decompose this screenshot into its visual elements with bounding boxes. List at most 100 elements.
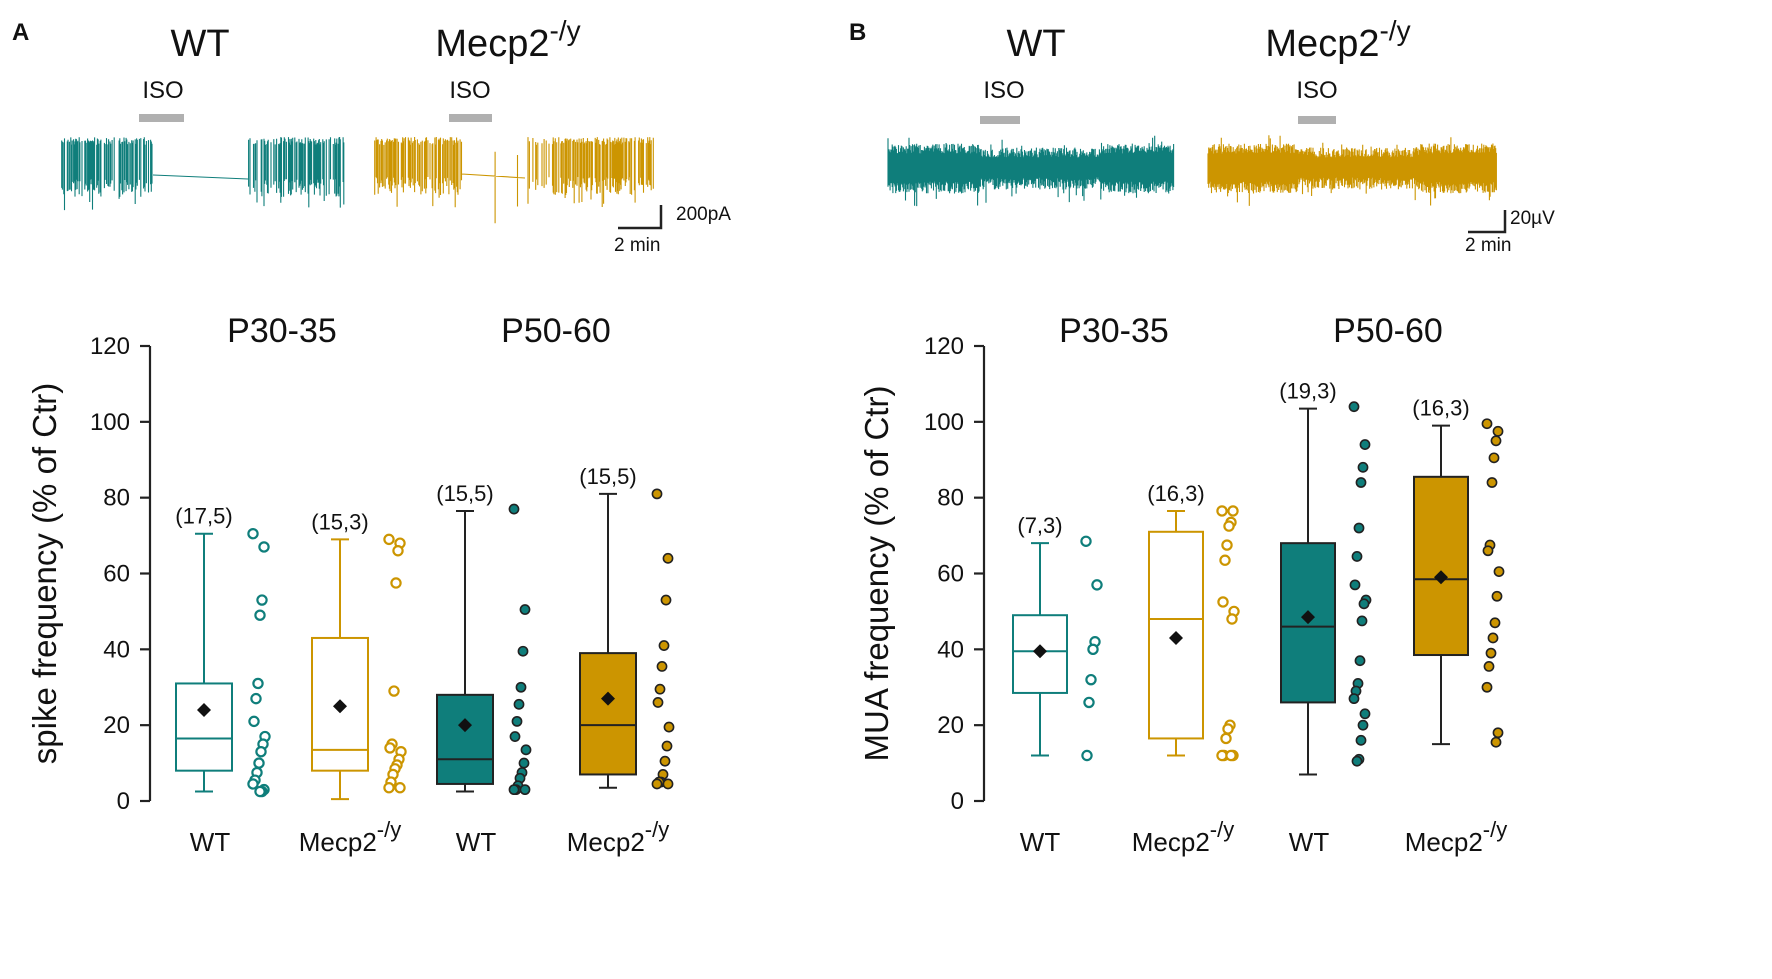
n-label: (16,3) (1412, 396, 1469, 421)
n-label: (17,5) (175, 504, 232, 529)
panel-b-scale-bar (1468, 210, 1507, 234)
data-point (1491, 590, 1503, 602)
category-main: Mecp2 (1132, 827, 1210, 857)
category-sup: -/y (1483, 817, 1507, 842)
category-main: Mecp2 (567, 827, 645, 857)
panel-a-wt-iso-bar (139, 114, 184, 122)
data-point (1492, 425, 1504, 437)
data-point (509, 731, 521, 742)
data-point (1221, 539, 1233, 551)
panel-a-category-label-4: Mecp2-/y (567, 817, 670, 857)
data-point (511, 715, 523, 727)
data-point (252, 677, 264, 690)
mean-marker (1033, 644, 1047, 659)
data-point (1351, 755, 1363, 767)
data-point (517, 645, 529, 657)
panel-a-period-1-title: P30-35 (227, 312, 337, 350)
data-point (1357, 719, 1369, 731)
category-sup: -/y (377, 817, 401, 842)
data-point (518, 757, 530, 769)
panel-a-y-tick-label: 40 (103, 636, 130, 663)
panel-b-mecp2-trace-title-sup: -/y (1379, 15, 1410, 46)
data-point (1485, 647, 1497, 659)
data-point (656, 660, 668, 672)
panel-a-scale-amplitude: 200pA (676, 204, 731, 225)
panel-b-category-label-3: WT (1289, 827, 1330, 857)
panel-b-y-tick-label: 100 (924, 409, 964, 436)
panel-b-mecp2-trace (1207, 135, 1497, 206)
data-point (663, 721, 675, 733)
panel-b-y-tick-label: 80 (937, 485, 964, 512)
data-point (508, 784, 520, 796)
panel-a-scale-time: 2 min (614, 235, 660, 256)
data-point (388, 685, 400, 697)
data-point (1482, 545, 1494, 557)
panel-b-y-tick-label: 120 (924, 333, 964, 360)
panel-b-category-label-1: WT (1020, 827, 1061, 857)
panel-a-y-tick-label: 80 (103, 485, 130, 512)
data-point (1348, 401, 1360, 413)
panel-a-wt-iso-label: ISO (142, 77, 183, 104)
data-point (1481, 418, 1493, 430)
data-point (1220, 732, 1232, 745)
mean-marker (197, 703, 211, 717)
data-point (1216, 505, 1228, 517)
data-point (1222, 723, 1234, 735)
data-point (1227, 505, 1239, 517)
panel-b-y-tick-label: 0 (951, 788, 964, 815)
category-main: WT (456, 827, 497, 857)
panel-a-mecp2-iso-label: ISO (449, 77, 490, 104)
panel-a-wt-trace-title: WT (170, 23, 229, 65)
data-point (1483, 660, 1495, 672)
data-point (383, 533, 395, 546)
mean-marker (1434, 570, 1448, 585)
panel-a-series-1: (17,5) (175, 504, 271, 798)
data-point (1085, 673, 1097, 686)
data-point (1083, 696, 1095, 709)
panel-b-category-label-4: Mecp2-/y (1405, 817, 1508, 857)
box-iqr (1280, 542, 1336, 704)
panel-b-wt-trace-signal (887, 135, 1175, 207)
data-point (1357, 461, 1369, 473)
panel-b-wt-trace (887, 135, 1175, 207)
panel-b-period-1-title: P30-35 (1059, 312, 1169, 350)
n-label: (15,5) (579, 464, 636, 489)
panel-a-letter: A (12, 19, 29, 46)
data-point (255, 746, 267, 758)
data-point (247, 778, 259, 790)
data-point (1080, 535, 1092, 547)
data-point (1493, 566, 1505, 578)
box-iqr (436, 693, 494, 785)
panel-b-y-tick-label: 40 (937, 636, 964, 663)
data-point (1087, 643, 1099, 656)
data-point (394, 782, 406, 794)
data-point (652, 697, 664, 708)
panel-a-box-chart: spike frequency (% of Ctr) 0 20 40 60 80 100 12… (26, 333, 675, 857)
box-iqr (175, 682, 233, 772)
data-point (1355, 734, 1367, 746)
data-point (1492, 727, 1504, 739)
category-main: WT (1289, 827, 1330, 857)
panel-a-series-4: (15,5) (579, 464, 675, 790)
data-point (662, 552, 674, 564)
panel-b-series-1: (7,3) (1012, 513, 1103, 762)
data-point (1359, 708, 1371, 720)
data-point (1486, 477, 1498, 488)
data-point (392, 545, 404, 557)
panel-a-mecp2-trace-title-main: Mecp2 (435, 23, 549, 65)
data-point (1488, 452, 1500, 464)
panel-a-period-2-title: P50-60 (501, 312, 611, 350)
data-point (254, 785, 266, 798)
panel-a-wt-trace-signal (61, 137, 345, 211)
data-point (390, 577, 402, 589)
data-point (1226, 613, 1238, 625)
panel-b-series-2: (16,3) (1147, 481, 1240, 762)
data-point (508, 503, 520, 515)
data-point (662, 778, 674, 790)
data-point (513, 698, 525, 710)
mean-marker (1301, 610, 1315, 625)
data-point (384, 742, 396, 754)
data-point (247, 527, 259, 540)
data-point (254, 609, 266, 621)
